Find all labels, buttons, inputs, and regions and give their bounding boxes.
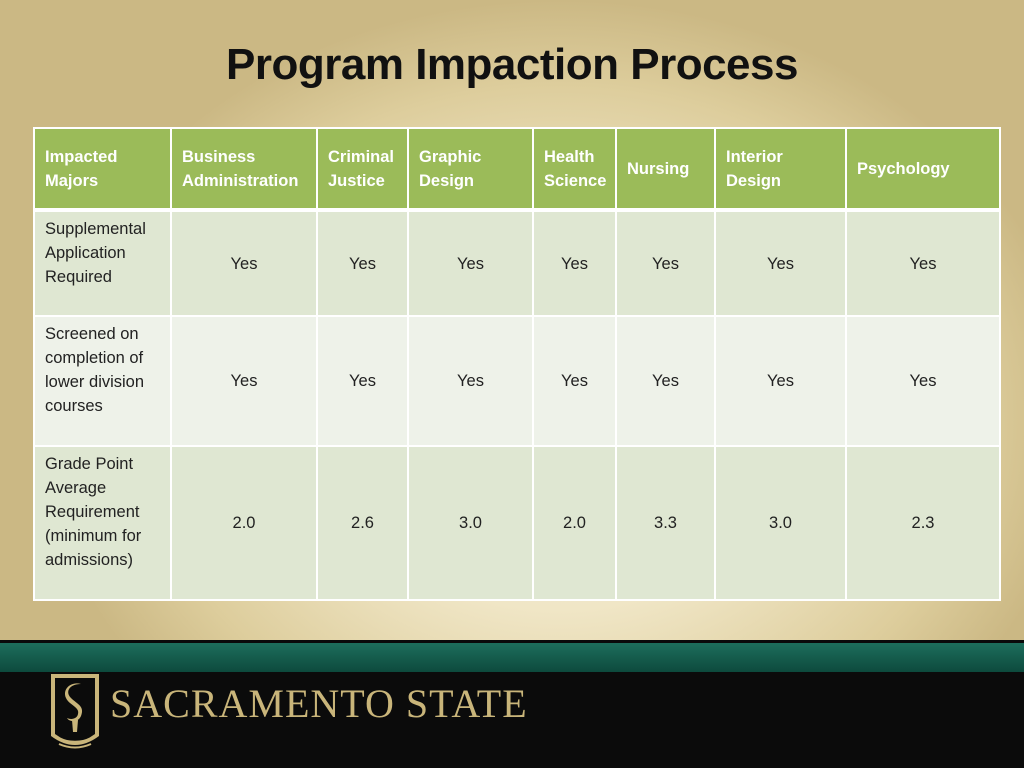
table-cell: Yes — [316, 315, 409, 447]
slide-title: Program Impaction Process — [226, 40, 798, 89]
table-cell: Yes — [170, 209, 318, 317]
table-cell: Yes — [407, 209, 534, 317]
brand-wordmark: SACRAMENTO STATE — [110, 681, 528, 726]
header-corner: Impacted Majors — [33, 127, 172, 212]
table-cell: Yes — [714, 315, 847, 447]
table-cell: Yes — [615, 209, 716, 317]
table-cell: Yes — [714, 209, 847, 317]
row-label: Supplemental Application Required — [33, 209, 172, 317]
table-cell: Yes — [316, 209, 409, 317]
slide: Program Impaction Process Impacted Major… — [33, 40, 1001, 601]
row-label: Screened on completion of lower division… — [33, 315, 172, 447]
impaction-table: Impacted Majors Business Administration … — [33, 127, 1001, 601]
table-cell: Yes — [845, 315, 1001, 447]
header-health-science: Health Science — [532, 127, 617, 212]
footer-bar — [0, 672, 1024, 768]
header-business-administration: Business Administration — [170, 127, 318, 212]
table-cell: 2.3 — [845, 445, 1001, 601]
footer-teal-band — [0, 640, 1024, 672]
table-cell: Yes — [532, 209, 617, 317]
header-nursing: Nursing — [615, 127, 716, 212]
table-cell: Yes — [532, 315, 617, 447]
table-cell: 2.6 — [316, 445, 409, 601]
header-interior-design: Interior Design — [714, 127, 847, 212]
table-cell: 2.0 — [532, 445, 617, 601]
row-label: Grade Point Average Requirement (minimum… — [33, 445, 172, 601]
table-cell: 3.3 — [615, 445, 716, 601]
table-cell: Yes — [407, 315, 534, 447]
table-cell: 2.0 — [170, 445, 318, 601]
table-row: Supplemental Application Required Yes Ye… — [33, 209, 1001, 317]
header-graphic-design: Graphic Design — [407, 127, 534, 212]
torch-s-logo-icon — [51, 674, 99, 749]
table-cell: Yes — [170, 315, 318, 447]
table-cell: Yes — [845, 209, 1001, 317]
header-row: Impacted Majors Business Administration … — [33, 127, 1001, 212]
table-cell: 3.0 — [407, 445, 534, 601]
table-row: Screened on completion of lower division… — [33, 315, 1001, 447]
header-psychology: Psychology — [845, 127, 1001, 212]
table-cell: 3.0 — [714, 445, 847, 601]
table-cell: Yes — [615, 315, 716, 447]
table-row: Grade Point Average Requirement (minimum… — [33, 445, 1001, 601]
header-criminal-justice: Criminal Justice — [316, 127, 409, 212]
